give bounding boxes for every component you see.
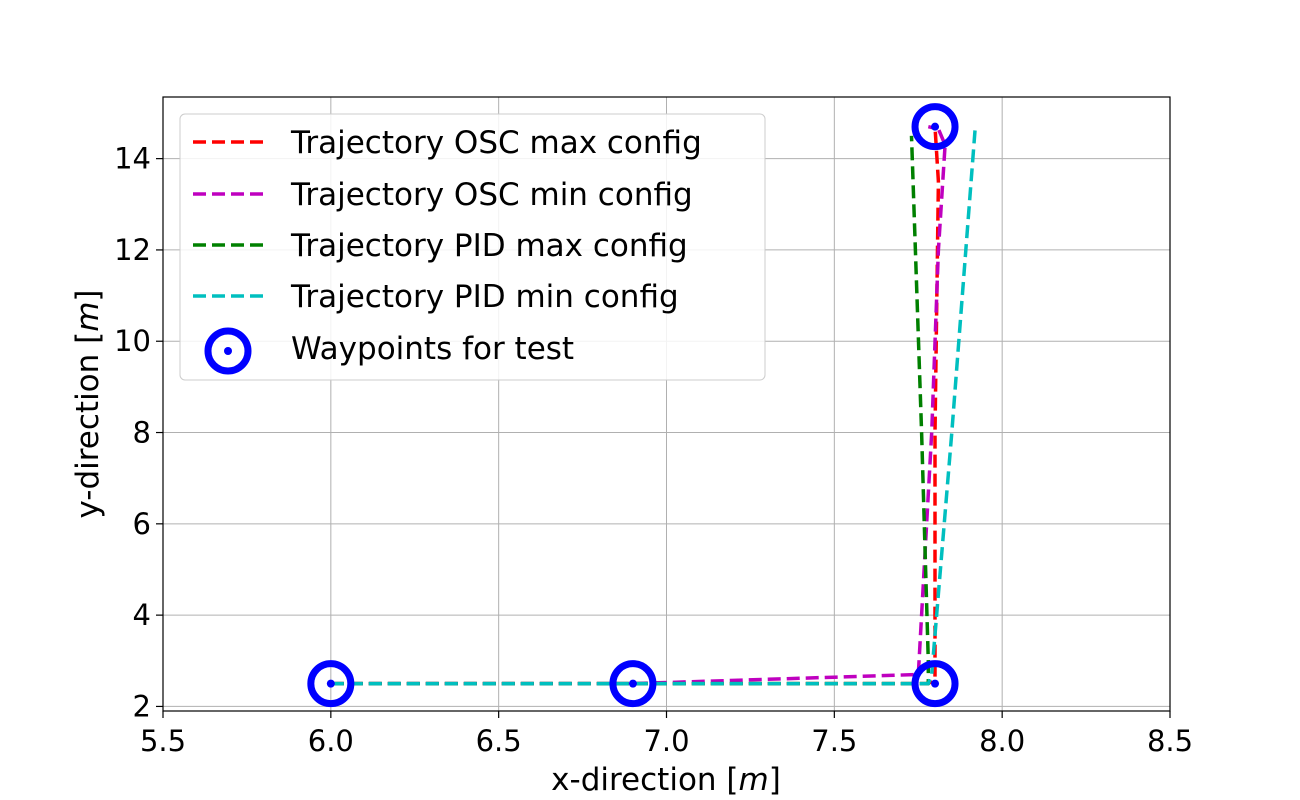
x-tick-label: 8.5 (1147, 724, 1193, 758)
waypoint-ring (911, 660, 959, 708)
legend-label-pid-max: Trajectory PID max config (290, 228, 688, 264)
y-tick-label: 8 (133, 416, 151, 450)
waypoint-ring (911, 103, 959, 151)
x-tick-label: 7.0 (643, 724, 689, 758)
series-pid-min (330, 126, 978, 686)
waypoint-dot (628, 679, 637, 688)
legend-label-osc-max: Trajectory OSC max config (290, 125, 702, 161)
x-axis-ticks: 5.5 6.0 6.5 7.0 7.5 8.0 8.5 (140, 711, 1193, 758)
legend-label-waypoints: Waypoints for test (291, 331, 574, 367)
waypoint-dot (931, 122, 940, 131)
y-axis-ticks: 2 4 6 8 10 12 14 (114, 142, 163, 723)
waypoint-ring (609, 660, 657, 708)
legend-waypoint-ring (204, 327, 252, 375)
legend: Trajectory OSC max config Trajectory OSC… (179, 113, 766, 381)
y-tick-label: 6 (133, 507, 151, 541)
legend-box (179, 113, 766, 381)
y-tick-label: 4 (133, 598, 151, 632)
x-tick-label: 5.5 (140, 724, 186, 758)
waypoint-ring (307, 660, 355, 708)
x-tick-label: 6.5 (476, 724, 522, 758)
legend-label-osc-min: Trajectory OSC min config (290, 177, 693, 213)
x-tick-label: 6.0 (308, 724, 354, 758)
x-tick-label: 7.5 (811, 724, 857, 758)
y-tick-label: 10 (114, 324, 151, 358)
legend-waypoint-dot (224, 347, 232, 355)
waypoint-dot (931, 679, 940, 688)
series-osc-max (330, 126, 941, 686)
y-tick-label: 12 (114, 233, 151, 267)
x-tick-label: 8.0 (979, 724, 1025, 758)
legend-label-pid-min: Trajectory PID min config (290, 279, 679, 315)
y-tick-label: 14 (114, 142, 151, 176)
waypoint-layer (307, 103, 959, 708)
y-tick-label: 2 (133, 689, 151, 723)
x-axis-label: x-direction [m] (551, 762, 781, 798)
waypoint-dot (326, 679, 335, 688)
y-axis-label: y-direction [m] (70, 289, 106, 518)
series-layer (330, 124, 978, 686)
